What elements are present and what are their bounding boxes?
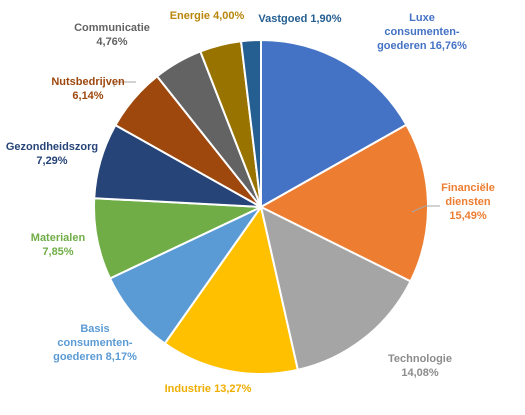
slice-label-line: diensten <box>445 196 491 208</box>
slice-label-line: 6,14% <box>72 90 104 102</box>
pie-slice-1 <box>258 123 429 283</box>
slice-label-line: consumenten- <box>57 337 133 349</box>
slice-label-line: Technologie <box>388 353 452 365</box>
slice-label-line: Vastgoed 1,90% <box>258 13 342 25</box>
slice-label-7: Nutsbedrijven 6,14% <box>40 75 136 103</box>
slice-label-line: consumenten- <box>384 26 460 38</box>
slice-label-9: Energie 4,00% <box>162 9 252 23</box>
slice-label-line: Nutsbedrijven <box>51 76 125 88</box>
slice-label-line: Materialen <box>30 232 86 244</box>
slice-label-line: Basis <box>80 323 110 335</box>
slice-label-10: Vastgoed 1,90% <box>252 12 348 26</box>
slice-label-1: Financiële diensten 15,49% <box>420 181 516 223</box>
slice-label-line: Gezondheidszorg <box>5 141 99 153</box>
slice-label-6: Gezondheidszorg 7,29% <box>0 140 104 168</box>
slice-label-4: Basis consumenten-goederen 8,17% <box>30 322 160 364</box>
slice-label-line: 15,49% <box>449 210 487 222</box>
pie-slice-0 <box>260 38 408 209</box>
pie-slice-10 <box>239 38 262 208</box>
slice-label-line: goederen 8,17% <box>53 351 137 363</box>
slice-label-line: Financiële <box>441 182 495 194</box>
slice-label-3: Industrie 13,27% <box>148 382 268 396</box>
slice-label-line: 7,85% <box>42 246 74 258</box>
slice-label-line: Communicatie <box>74 22 150 34</box>
slice-label-5: Materialen 7,85% <box>8 231 108 259</box>
slice-label-line: 14,08% <box>401 367 439 379</box>
leader-line-1 <box>411 205 440 213</box>
pie-slice-2 <box>259 205 412 372</box>
slice-label-line: goederen 16,76% <box>377 40 467 52</box>
slice-label-line: 7,29% <box>36 155 68 167</box>
pie-slice-3 <box>163 204 299 375</box>
leader-line-0 <box>113 81 136 87</box>
slice-label-line: Industrie 13,27% <box>164 383 252 395</box>
slice-label-line: Luxe <box>409 12 435 24</box>
slice-label-8: Communicatie 4,76% <box>64 21 160 49</box>
slice-label-line: Energie 4,00% <box>169 10 245 22</box>
slice-label-0: Luxe consumenten-goederen 16,76% <box>352 11 492 53</box>
slice-label-2: Technologie 14,08% <box>372 352 468 380</box>
slice-label-line: 4,76% <box>96 36 128 48</box>
